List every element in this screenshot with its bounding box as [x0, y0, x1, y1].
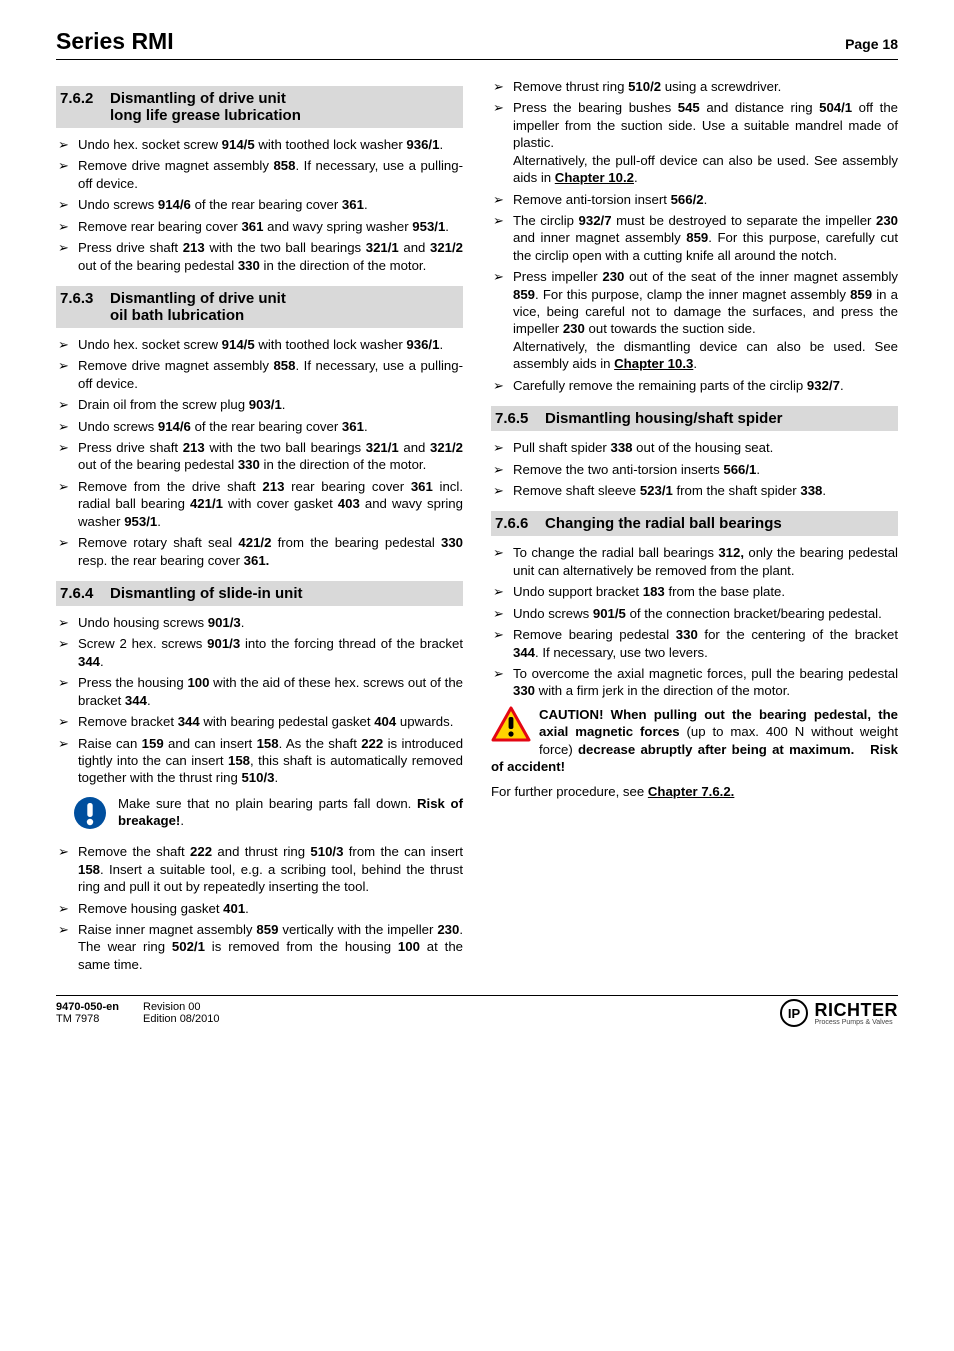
- list-item: Raise can 159 and can insert 158. As the…: [56, 735, 463, 787]
- brand-tag: Process Pumps & Valves: [815, 1019, 899, 1026]
- brand-name: RICHTER: [815, 1000, 899, 1020]
- info-callout: Make sure that no plain bearing parts fa…: [72, 795, 463, 835]
- heading-7-6-2: 7.6.2 Dismantling of drive unit long lif…: [56, 86, 463, 128]
- further-procedure: For further procedure, see Chapter 7.6.2…: [491, 784, 898, 799]
- list-item: Carefully remove the remaining parts of …: [491, 377, 898, 394]
- list-item: Undo housing screws 901/3.: [56, 614, 463, 631]
- list-item: Press the housing 100 with the aid of th…: [56, 674, 463, 709]
- list-item: Drain oil from the screw plug 903/1.: [56, 396, 463, 413]
- list-7-6-4-b: Remove the shaft 222 and thrust ring 510…: [56, 843, 463, 973]
- list-item: Remove bracket 344 with bearing pedestal…: [56, 713, 463, 730]
- list-item: Undo hex. socket screw 914/5 with toothe…: [56, 336, 463, 353]
- list-item: Remove drive magnet assembly 858. If nec…: [56, 357, 463, 392]
- callout-text: Make sure that no plain bearing parts fa…: [118, 795, 463, 830]
- list-item: Undo screws 914/6 of the rear bearing co…: [56, 196, 463, 213]
- warning-icon: [491, 706, 531, 742]
- list-item: Undo hex. socket screw 914/5 with toothe…: [56, 136, 463, 153]
- list-item: Remove drive magnet assembly 858. If nec…: [56, 157, 463, 192]
- list-7-6-3: Undo hex. socket screw 914/5 with toothe…: [56, 336, 463, 569]
- list-7-6-2: Undo hex. socket screw 914/5 with toothe…: [56, 136, 463, 274]
- list-item: The circlip 932/7 must be destroyed to s…: [491, 212, 898, 264]
- page-header: Series RMI Page 18: [56, 28, 898, 60]
- list-item: Remove the two anti-torsion inserts 566/…: [491, 461, 898, 478]
- page-number: Page 18: [845, 36, 898, 52]
- list-item: Undo screws 914/6 of the rear bearing co…: [56, 418, 463, 435]
- list-item: Remove the shaft 222 and thrust ring 510…: [56, 843, 463, 895]
- right-column: Remove thrust ring 510/2 using a screwdr…: [491, 74, 898, 979]
- list-7-6-4-a: Undo housing screws 901/3. Screw 2 hex. …: [56, 614, 463, 787]
- list-item: Screw 2 hex. screws 901/3 into the forci…: [56, 635, 463, 670]
- heading-text: Dismantling of drive unit oil bath lubri…: [110, 290, 461, 324]
- list-item: To overcome the axial magnetic forces, p…: [491, 665, 898, 700]
- footer-left: 9470-050-en TM 7978 Revision 00 Edition …: [56, 1001, 219, 1025]
- list-item: Remove shaft sleeve 523/1 from the shaft…: [491, 482, 898, 499]
- page-footer: 9470-050-en TM 7978 Revision 00 Edition …: [56, 995, 898, 1028]
- heading-7-6-4: 7.6.4 Dismantling of slide-in unit: [56, 581, 463, 606]
- tm-number: TM 7978: [56, 1013, 119, 1025]
- list-item: Press the bearing bushes 545 and distanc…: [491, 99, 898, 186]
- list-item: Remove rear bearing cover 361 and wavy s…: [56, 218, 463, 235]
- heading-text: Dismantling housing/shaft spider: [545, 410, 896, 427]
- heading-number: 7.6.4: [58, 585, 110, 602]
- list-item: Press drive shaft 213 with the two ball …: [56, 439, 463, 474]
- heading-7-6-5: 7.6.5 Dismantling housing/shaft spider: [491, 406, 898, 431]
- heading-line1: Dismantling of drive unit: [110, 290, 286, 307]
- brand-logo: IP RICHTER Process Pumps & Valves: [779, 998, 899, 1028]
- list-item: Press drive shaft 213 with the two ball …: [56, 239, 463, 274]
- heading-number: 7.6.2: [58, 90, 110, 107]
- list-item: Remove thrust ring 510/2 using a screwdr…: [491, 78, 898, 95]
- revision: Revision 00: [143, 1001, 219, 1013]
- caution-block: CAUTION! When pulling out the bearing pe…: [491, 706, 898, 776]
- list-item: Remove rotary shaft seal 421/2 from the …: [56, 534, 463, 569]
- heading-text: Changing the radial ball bearings: [545, 515, 896, 532]
- list-item: Press impeller 230 out of the seat of th…: [491, 268, 898, 373]
- logo-icon: IP: [779, 998, 809, 1028]
- list-item: Remove from the drive shaft 213 rear bea…: [56, 478, 463, 530]
- heading-number: 7.6.3: [58, 290, 110, 307]
- heading-line2: oil bath lubrication: [110, 307, 244, 324]
- list-item: Undo support bracket 183 from the base p…: [491, 583, 898, 600]
- heading-7-6-3: 7.6.3 Dismantling of drive unit oil bath…: [56, 286, 463, 328]
- list-item: Pull shaft spider 338 out of the housing…: [491, 439, 898, 456]
- left-column: 7.6.2 Dismantling of drive unit long lif…: [56, 74, 463, 979]
- list-item: To change the radial ball bearings 312, …: [491, 544, 898, 579]
- heading-7-6-6: 7.6.6 Changing the radial ball bearings: [491, 511, 898, 536]
- notice-icon: [72, 795, 108, 835]
- heading-line1: Dismantling of drive unit: [110, 90, 286, 107]
- list-item: Remove housing gasket 401.: [56, 900, 463, 917]
- doc-number: 9470-050-en: [56, 1001, 119, 1013]
- edition: Edition 08/2010: [143, 1013, 219, 1025]
- heading-text: Dismantling of slide-in unit: [110, 585, 461, 602]
- heading-line2: long life grease lubrication: [110, 107, 301, 124]
- list-item: Undo screws 901/5 of the connection brac…: [491, 605, 898, 622]
- list-item: Raise inner magnet assembly 859 vertical…: [56, 921, 463, 973]
- heading-number: 7.6.5: [493, 410, 545, 427]
- series-title: Series RMI: [56, 28, 174, 55]
- caution-text: CAUTION! When pulling out the bearing pe…: [491, 707, 898, 774]
- list-7-6-5: Pull shaft spider 338 out of the housing…: [491, 439, 898, 499]
- list-7-6-6: To change the radial ball bearings 312, …: [491, 544, 898, 699]
- list-item: Remove bearing pedestal 330 for the cent…: [491, 626, 898, 661]
- svg-text:IP: IP: [787, 1006, 800, 1021]
- heading-number: 7.6.6: [493, 515, 545, 532]
- list-item: Remove anti-torsion insert 566/2.: [491, 191, 898, 208]
- list-7-6-4-cont: Remove thrust ring 510/2 using a screwdr…: [491, 78, 898, 394]
- heading-text: Dismantling of drive unit long life grea…: [110, 90, 461, 124]
